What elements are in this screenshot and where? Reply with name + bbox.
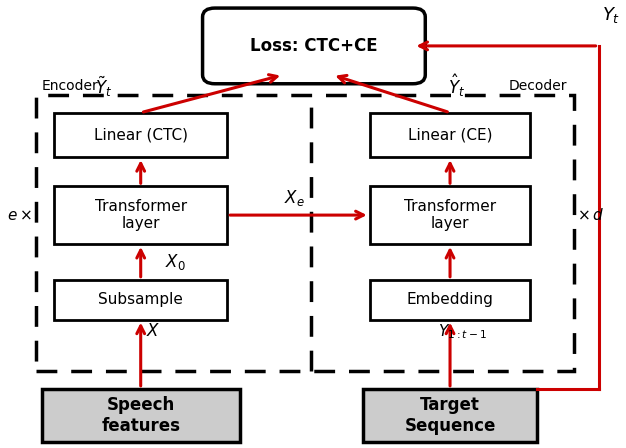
Bar [36,95,574,371]
FancyBboxPatch shape [369,113,530,157]
Text: Decoder: Decoder [509,79,568,93]
Text: Target
Sequence: Target Sequence [404,396,496,435]
Text: $\hat{Y}_t$: $\hat{Y}_t$ [448,73,465,99]
Text: $\tilde{Y}_t$: $\tilde{Y}_t$ [95,75,112,99]
FancyBboxPatch shape [364,389,536,442]
Text: $X$: $X$ [146,322,160,340]
FancyBboxPatch shape [42,389,240,442]
Text: Transformer
layer: Transformer layer [95,199,187,231]
FancyBboxPatch shape [203,8,425,84]
Text: Linear (CTC): Linear (CTC) [94,127,188,142]
Text: $Y_t$: $Y_t$ [602,5,620,25]
FancyBboxPatch shape [54,280,227,320]
Text: Transformer
layer: Transformer layer [404,199,496,231]
Text: $X_0$: $X_0$ [165,252,186,272]
Text: Loss: CTC+CE: Loss: CTC+CE [250,37,377,55]
Text: Speech
features: Speech features [101,396,180,435]
Text: $e\times$: $e\times$ [8,207,33,223]
FancyBboxPatch shape [369,280,530,320]
Text: $X_e$: $X_e$ [284,189,305,208]
FancyBboxPatch shape [54,113,227,157]
FancyBboxPatch shape [369,186,530,244]
Text: Subsample: Subsample [98,292,183,307]
Text: $Y_{1:t-1}$: $Y_{1:t-1}$ [438,322,487,340]
Text: Encoder: Encoder [42,79,98,93]
Text: $\times\, d$: $\times\, d$ [577,207,604,223]
Text: Linear (CE): Linear (CE) [408,127,492,142]
Text: Embedding: Embedding [407,292,493,307]
FancyBboxPatch shape [54,186,227,244]
